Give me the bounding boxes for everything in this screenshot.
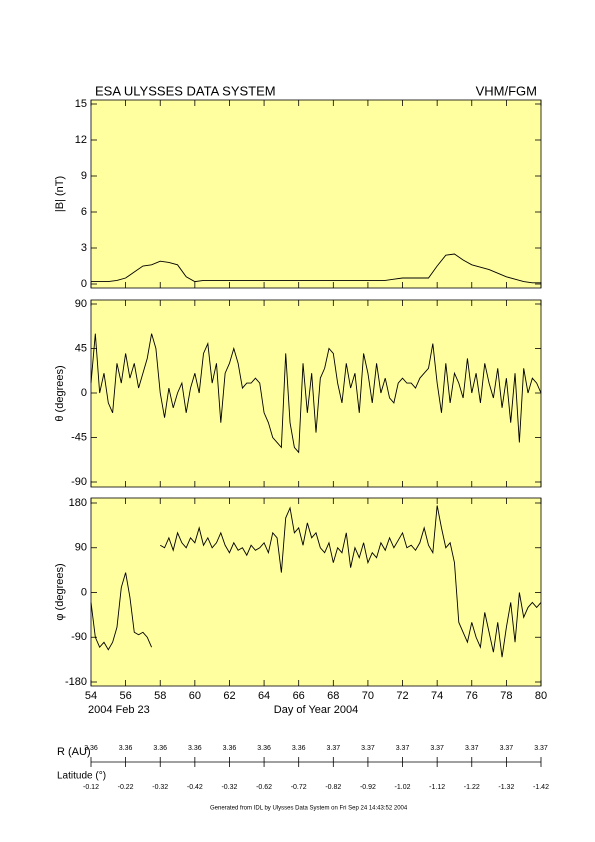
- y-tick-label: 0: [81, 278, 87, 290]
- r-value: 3.37: [361, 745, 375, 752]
- plot-area: [90, 299, 542, 488]
- x-tick-label: 80: [535, 690, 547, 702]
- latitude-value: -1.42: [533, 784, 549, 791]
- x-tick-label: 62: [223, 690, 235, 702]
- r-value: 3.37: [326, 745, 340, 752]
- y-tick-label: 0: [81, 387, 87, 399]
- y-tick-label: 90: [75, 542, 87, 554]
- r-value: 3.36: [84, 745, 98, 752]
- plot-area: [90, 497, 542, 687]
- date-label: 2004 Feb 23: [88, 704, 150, 716]
- y-tick-label: -90: [71, 476, 87, 488]
- title: ESA ULYSSES DATA SYSTEM: [95, 83, 276, 98]
- latitude-value: -1.02: [395, 784, 411, 791]
- data-line: [91, 253, 541, 284]
- r-value: 3.36: [223, 745, 237, 752]
- y-axis-label: θ (degrees): [54, 365, 66, 421]
- x-tick-label: 56: [119, 690, 131, 702]
- y-tick-label: 0: [81, 586, 87, 598]
- y-tick-label: 12: [75, 134, 87, 146]
- latitude-value: -0.22: [118, 784, 134, 791]
- y-tick-label: 180: [69, 497, 87, 509]
- r-value: 3.37: [465, 745, 479, 752]
- latitude-value: -0.72: [291, 784, 307, 791]
- x-tick-label: 64: [258, 690, 270, 702]
- y-tick-label: 15: [75, 98, 87, 110]
- x-tick-label: 76: [466, 690, 478, 702]
- latitude-value: -0.12: [83, 784, 99, 791]
- x-tick-label: 60: [189, 690, 201, 702]
- instrument: VHM/FGM: [476, 83, 537, 98]
- r-value: 3.37: [396, 745, 410, 752]
- latitude-value: -0.92: [360, 784, 376, 791]
- x-tick-label: 70: [362, 690, 374, 702]
- r-value: 3.37: [534, 745, 548, 752]
- y-tick-label: -45: [71, 431, 87, 443]
- r-value: 3.36: [292, 745, 306, 752]
- latitude-value: -1.22: [464, 784, 480, 791]
- x-tick-label: 78: [500, 690, 512, 702]
- x-tick-label: 66: [293, 690, 305, 702]
- x-axis-label: Day of Year 2004: [274, 704, 358, 716]
- y-tick-label: 6: [81, 206, 87, 218]
- footer: Generated from IDL by Ulysses Data Syste…: [210, 806, 408, 812]
- r-value: 3.36: [119, 745, 133, 752]
- y-tick-label: 9: [81, 170, 87, 182]
- r-value: 3.36: [257, 745, 271, 752]
- latitude-label: Latitude (°): [57, 771, 106, 782]
- y-axis-label: φ (degrees): [54, 563, 66, 620]
- latitude-value: -1.32: [498, 784, 514, 791]
- data-line: [90, 505, 542, 658]
- y-tick-label: 45: [75, 342, 87, 354]
- x-tick-label: 54: [85, 690, 97, 702]
- x-tick-label: 74: [431, 690, 443, 702]
- latitude-value: -0.42: [187, 784, 203, 791]
- y-tick-label: -90: [71, 631, 87, 643]
- x-tick-label: 72: [396, 690, 408, 702]
- r-value: 3.37: [430, 745, 444, 752]
- y-axis-label: |B| (nT): [54, 176, 66, 212]
- x-tick-label: 68: [327, 690, 339, 702]
- r-label: R (AU): [57, 746, 91, 758]
- r-value: 3.36: [153, 745, 167, 752]
- r-value: 3.36: [188, 745, 202, 752]
- plot-area: [90, 99, 542, 289]
- latitude-value: -0.32: [221, 784, 237, 791]
- data-line: [90, 333, 542, 454]
- latitude-value: -0.62: [256, 784, 272, 791]
- y-tick-label: 90: [75, 298, 87, 310]
- y-tick-label: -180: [65, 676, 87, 688]
- y-tick-label: 3: [81, 242, 87, 254]
- latitude-value: -0.32: [152, 784, 168, 791]
- latitude-value: -0.82: [325, 784, 341, 791]
- r-value: 3.37: [500, 745, 514, 752]
- latitude-value: -1.12: [429, 784, 445, 791]
- x-tick-label: 58: [154, 690, 166, 702]
